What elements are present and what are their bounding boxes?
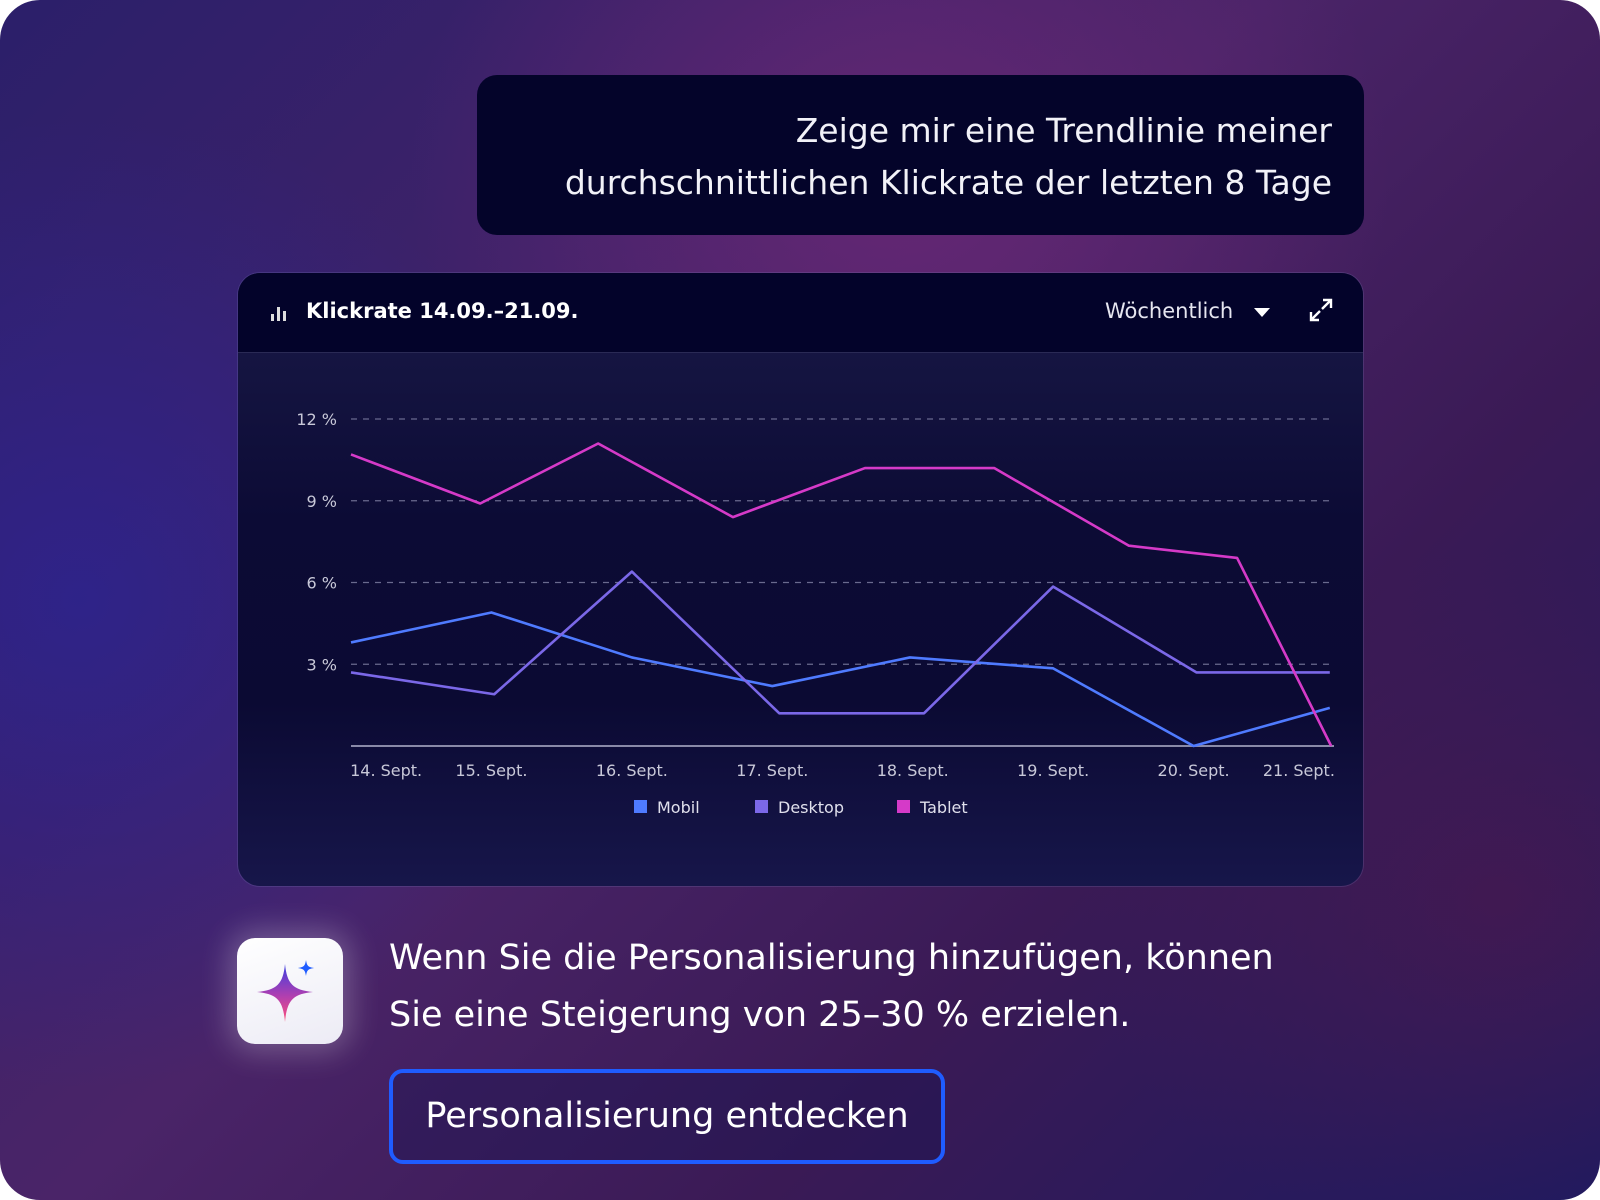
sparkle-icon	[257, 960, 314, 1022]
x-tick-label: 15. Sept.	[455, 761, 527, 780]
insight-line-2: Sie eine Steigerung von 25–30 % erzielen…	[389, 995, 1131, 1035]
bar-chart-icon	[271, 307, 286, 321]
x-tick-label: 20. Sept.	[1158, 761, 1230, 780]
prompt-line-2: durchschnittlichen Klickrate der letzten…	[564, 163, 1332, 202]
x-tick-label: 19. Sept.	[1017, 761, 1089, 780]
legend-label: Desktop	[778, 798, 844, 817]
chart-card-header: Klickrate 14.09.–21.09. Wöchentlich	[238, 273, 1363, 353]
x-tick-label: 14. Sept.	[350, 761, 422, 780]
insight-message: Wenn Sie die Personalisierung hinzufügen…	[389, 930, 1274, 1044]
legend-swatch-desktop	[755, 800, 768, 813]
expand-icon[interactable]	[1308, 297, 1334, 323]
insight-line-1: Wenn Sie die Personalisierung hinzufügen…	[389, 938, 1274, 978]
x-tick-label: 18. Sept.	[877, 761, 949, 780]
chart-title: Klickrate 14.09.–21.09.	[306, 299, 579, 323]
y-tick-label: 3 %	[307, 655, 337, 674]
y-tick-label: 12 %	[296, 410, 337, 429]
x-tick-label: 17. Sept.	[736, 761, 808, 780]
ai-assistant-tile	[237, 938, 343, 1044]
x-tick-label: 16. Sept.	[596, 761, 668, 780]
explore-personalization-button[interactable]: Personalisierung entdecken	[389, 1069, 945, 1164]
line-chart: 3 % 6 % 9 % 12 % 14. Sept. 15. Sept. 16. Sept.…	[296, 410, 1335, 817]
series-line-desktop	[350, 570, 1330, 715]
series-line-tablet	[350, 442, 1333, 747]
series-line-mobil	[350, 611, 1331, 748]
legend-label: Mobil	[657, 798, 700, 817]
prompt-line-1: Zeige mir eine Trendlinie meiner	[795, 111, 1332, 150]
chart-card: Klickrate 14.09.–21.09. Wöchentlich 3 % 6…	[238, 273, 1363, 886]
y-tick-label: 6 %	[307, 574, 337, 593]
legend-swatch-mobil	[634, 800, 647, 813]
user-prompt-bubble: Zeige mir eine Trendlinie meiner durchsc…	[477, 75, 1364, 235]
period-select[interactable]: Wöchentlich	[1105, 299, 1234, 323]
chevron-down-icon[interactable]	[1254, 308, 1270, 317]
legend-label: Tablet	[919, 798, 968, 817]
legend-swatch-tablet	[897, 800, 910, 813]
x-tick-label: 21. Sept.	[1263, 761, 1335, 780]
y-tick-label: 9 %	[307, 492, 337, 511]
